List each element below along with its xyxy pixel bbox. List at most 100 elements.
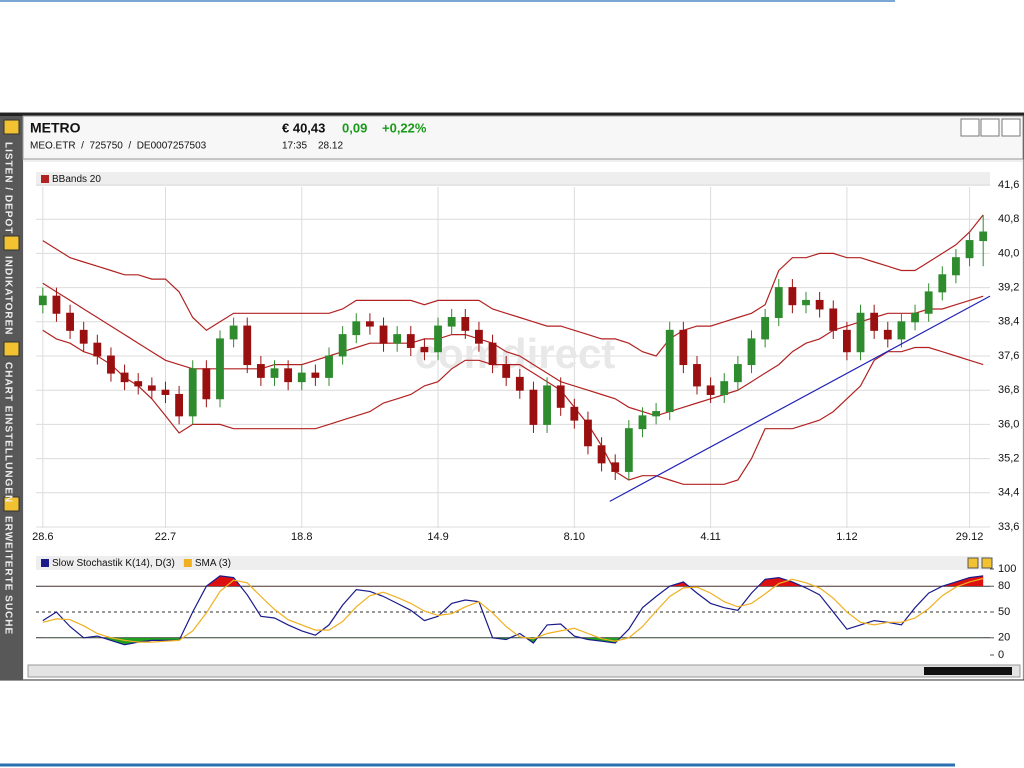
change: 0,09 <box>342 120 367 135</box>
band-line <box>42 282 984 417</box>
x-tick-label: 29.12 <box>956 531 984 543</box>
y-tick-label: 36,0 <box>998 418 1019 430</box>
candle-body <box>352 321 361 336</box>
candle-body <box>243 325 252 366</box>
candle-body <box>638 415 647 430</box>
watermark: comdirect <box>415 330 616 377</box>
x-tick-label: 22.7 <box>155 531 176 543</box>
icon[interactable] <box>3 341 20 357</box>
legend-label: Slow Stochastik K(14), D(3) <box>52 558 175 569</box>
candle-body <box>597 445 606 464</box>
header <box>22 115 1024 160</box>
tool-button[interactable] <box>960 118 980 137</box>
sidebar-tab[interactable]: INDIKATOREN <box>2 256 13 336</box>
candle-body <box>870 312 879 331</box>
x-tick-label: 4.11 <box>700 531 721 543</box>
candle-body <box>256 364 265 378</box>
y-tick-label: 33,6 <box>998 521 1019 533</box>
candle-body <box>529 389 538 425</box>
y-tick-label: 37,6 <box>998 350 1019 362</box>
y-tick-label: 41,6 <box>998 179 1019 191</box>
y-tick-label: 34,4 <box>998 487 1019 499</box>
date: 28.12 <box>318 141 343 152</box>
legend-swatch <box>183 559 192 567</box>
sidebar-tab[interactable]: ERWEITERTE SUCHE <box>2 516 13 635</box>
y-tick-label: 39,2 <box>998 282 1019 294</box>
y-tick-label: 50 <box>998 606 1010 618</box>
legend-swatch <box>41 175 49 183</box>
candle-body <box>147 385 156 391</box>
x-tick-label: 18.8 <box>291 531 312 543</box>
time: 17:35 <box>282 141 307 152</box>
y-tick-label: 40,8 <box>998 213 1019 225</box>
candle-body <box>325 355 333 378</box>
candle-body <box>747 338 756 366</box>
candle-body <box>338 334 347 357</box>
candle-body <box>693 364 701 387</box>
candle-body <box>297 372 306 383</box>
candle-body <box>38 295 47 306</box>
candle-body <box>120 372 129 383</box>
candle-body <box>774 287 783 319</box>
candle-body <box>815 299 824 310</box>
candle-body <box>406 334 415 348</box>
y-tick-label: 100 <box>998 563 1016 575</box>
sidebar-tab[interactable]: LISTEN / DEPOT <box>2 142 13 234</box>
y-tick-label: 36,8 <box>998 384 1019 396</box>
candle-body <box>911 312 919 323</box>
candle-body <box>420 346 429 353</box>
candle-body <box>52 295 61 314</box>
toolbar <box>960 118 1021 137</box>
candle-body <box>188 368 197 417</box>
candle-body <box>202 368 211 400</box>
panel-button[interactable] <box>967 557 979 569</box>
candle-body <box>788 287 797 306</box>
candle-body <box>652 411 661 417</box>
charts: 41,6 40,8 40,0 39,2 38,4 37,6 36,8 36,0 35,2 34,4… <box>32 174 1019 661</box>
candle-body <box>161 389 170 395</box>
icon[interactable] <box>3 119 20 135</box>
tool-button[interactable] <box>1001 118 1021 137</box>
candle-body <box>761 317 770 340</box>
candle-body <box>611 462 620 472</box>
panel-button[interactable] <box>981 557 993 569</box>
tool-button[interactable] <box>980 118 1000 137</box>
candle-body <box>284 368 293 383</box>
x-tick-label: 14.9 <box>427 531 448 543</box>
sidebar-tab[interactable]: CHART EINSTELLUNGEN <box>2 362 13 503</box>
sidebar-icons <box>3 119 20 512</box>
sidebar <box>0 116 23 680</box>
candle-body <box>924 291 933 314</box>
y-tick-label: 0 <box>998 649 1004 661</box>
stock-ids: MEO.ETR / 725750 / DE0007257503 <box>30 141 207 152</box>
candle-body <box>665 329 674 413</box>
legend-label: BBands 20 <box>52 174 101 185</box>
candle-body <box>570 406 579 421</box>
icon[interactable] <box>3 496 20 512</box>
oversold-fill <box>42 637 984 645</box>
candle-body <box>829 308 838 331</box>
x-tick-label: 28.6 <box>32 531 53 543</box>
candle-body <box>515 376 524 391</box>
y-tick-label: 38,4 <box>998 316 1019 328</box>
candle-body <box>897 321 906 340</box>
icon[interactable] <box>3 235 20 251</box>
band-line <box>42 214 984 357</box>
candle-body <box>543 385 551 425</box>
candle-body <box>624 428 633 472</box>
scrollbar[interactable] <box>27 664 1021 678</box>
candle-body <box>488 342 497 366</box>
legend-bar <box>36 172 990 186</box>
candle-body <box>720 381 729 395</box>
candle-body <box>856 312 865 353</box>
candle-body <box>229 325 238 340</box>
series-line <box>42 575 984 646</box>
legend-swatch <box>41 559 49 567</box>
scroll-thumb[interactable] <box>924 667 1012 675</box>
candle-body <box>584 419 592 447</box>
window-top <box>0 113 1024 116</box>
candle-body <box>379 325 388 344</box>
candle-body <box>461 317 470 331</box>
y-tick-label: 80 <box>998 580 1010 592</box>
candle-body <box>393 334 402 344</box>
